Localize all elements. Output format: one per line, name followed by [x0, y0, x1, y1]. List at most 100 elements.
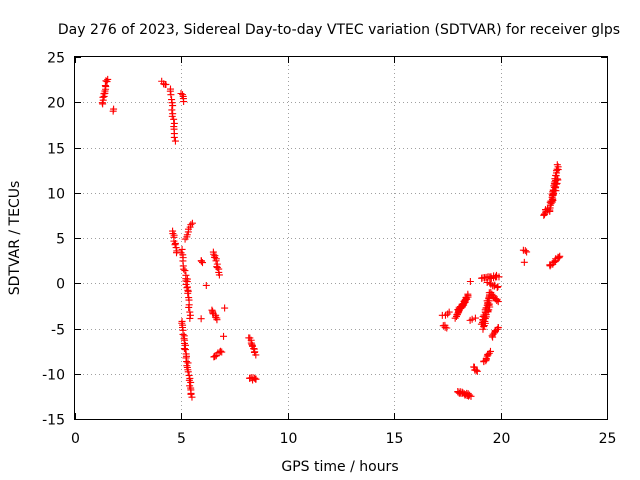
- data-point: [104, 75, 112, 83]
- data-point: [168, 106, 176, 114]
- data-point: [184, 368, 192, 376]
- data-point: [495, 273, 503, 281]
- x-tick-label: 5: [177, 431, 186, 447]
- y-axis-label: SDTVAR / TECUs: [7, 181, 23, 296]
- data-point: [188, 219, 196, 227]
- x-tick-label: 10: [280, 431, 298, 447]
- data-point: [99, 93, 107, 101]
- data-point: [443, 324, 451, 332]
- data-point: [169, 102, 177, 110]
- data-point: [186, 314, 194, 322]
- data-point: [493, 283, 501, 291]
- data-point: [553, 180, 561, 188]
- y-tick-label: 0: [56, 277, 65, 293]
- data-points: [98, 75, 564, 401]
- data-point: [197, 257, 205, 265]
- plot-frame: [74, 56, 608, 420]
- y-tick-label: -15: [42, 413, 65, 429]
- data-point: [210, 250, 218, 258]
- data-point: [553, 161, 561, 169]
- data-point: [464, 290, 472, 298]
- data-point: [186, 308, 194, 316]
- data-point: [481, 315, 489, 323]
- data-point: [472, 366, 480, 374]
- data-point: [171, 137, 179, 145]
- data-point: [186, 311, 194, 319]
- data-point: [466, 277, 474, 285]
- data-point: [220, 332, 228, 340]
- x-axis-label: GPS time / hours: [281, 459, 398, 475]
- y-tick-label: 15: [47, 142, 65, 158]
- data-point: [211, 253, 219, 261]
- data-point: [213, 316, 221, 324]
- data-point: [473, 367, 481, 375]
- data-point: [162, 80, 170, 88]
- data-point: [184, 289, 192, 297]
- y-tick-label: 10: [47, 187, 65, 203]
- axis-ticks: 0 5 10 15 20 25 -15 -10 -5 0 5 10 15 20 25: [42, 51, 616, 448]
- data-point: [180, 345, 188, 353]
- data-point: [484, 351, 492, 359]
- grid: [75, 57, 607, 419]
- y-tick-label: 25: [47, 51, 65, 67]
- data-point: [485, 300, 493, 308]
- y-tick-label: -5: [51, 323, 65, 339]
- data-point: [487, 280, 495, 288]
- data-point: [463, 295, 471, 303]
- data-point: [166, 87, 174, 95]
- data-point: [188, 393, 196, 401]
- data-point: [467, 392, 475, 400]
- data-point: [523, 248, 531, 256]
- data-point: [102, 77, 110, 85]
- data-point: [488, 290, 496, 298]
- data-point: [217, 347, 225, 355]
- data-point: [181, 267, 189, 275]
- data-point: [494, 298, 502, 306]
- data-point: [215, 271, 223, 279]
- data-point: [468, 315, 476, 323]
- x-tick-label: 0: [71, 431, 80, 447]
- data-point: [480, 323, 488, 331]
- data-point: [198, 259, 206, 267]
- data-point: [202, 281, 210, 289]
- data-point: [252, 351, 260, 359]
- data-point: [170, 133, 178, 141]
- data-point: [110, 105, 118, 113]
- data-point: [550, 258, 558, 266]
- data-point: [252, 375, 260, 383]
- data-point: [185, 303, 193, 311]
- data-point: [180, 98, 188, 106]
- data-point: [167, 91, 175, 99]
- data-point: [486, 347, 494, 355]
- data-point: [218, 348, 226, 356]
- y-tick-label: 5: [56, 232, 65, 248]
- data-point: [169, 230, 177, 238]
- data-point: [197, 315, 205, 323]
- y-tick-label: 20: [47, 96, 65, 112]
- data-point: [181, 346, 189, 354]
- y-tick-label: -10: [42, 368, 65, 384]
- data-point: [213, 264, 221, 272]
- data-point: [552, 183, 560, 191]
- data-point: [170, 115, 178, 123]
- data-point: [212, 257, 220, 265]
- data-point: [471, 314, 479, 322]
- data-point: [466, 391, 474, 399]
- data-point: [178, 245, 186, 253]
- data-point: [445, 308, 453, 316]
- data-point: [179, 330, 187, 338]
- data-point: [556, 252, 564, 260]
- data-point: [552, 167, 560, 175]
- data-point: [251, 374, 259, 382]
- data-point: [211, 352, 219, 360]
- data-point: [168, 112, 176, 120]
- data-point: [221, 304, 229, 312]
- data-point: [101, 82, 109, 90]
- data-point: [520, 258, 528, 266]
- x-tick-label: 20: [493, 431, 511, 447]
- data-point: [451, 314, 459, 322]
- data-point: [441, 323, 449, 331]
- x-tick-label: 25: [599, 431, 617, 447]
- data-point: [555, 254, 563, 262]
